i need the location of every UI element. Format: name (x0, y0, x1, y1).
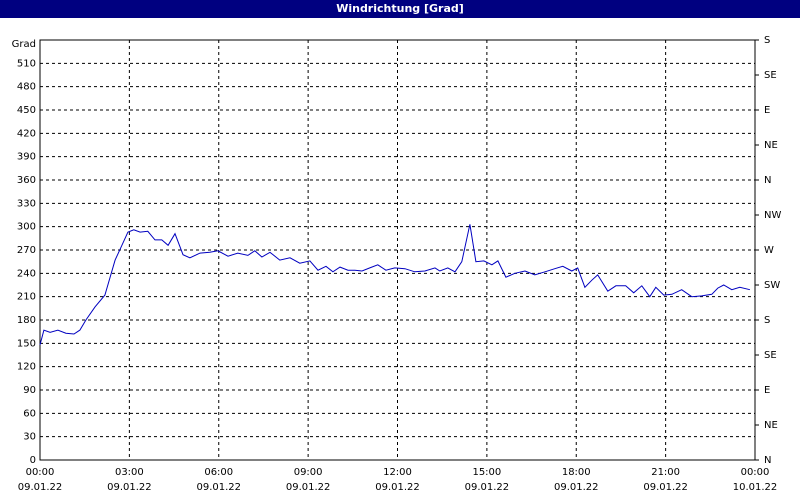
y2-tick-label: S (764, 315, 770, 326)
window-title: Windrichtung [Grad] (0, 0, 800, 18)
data-line (39, 224, 751, 346)
y2-tick-label: E (764, 105, 770, 116)
y-tick-label: 390 (17, 152, 36, 163)
y2-tick-label: N (764, 455, 771, 466)
y2-tick-label: SE (764, 350, 777, 361)
y-axis-label: Grad (12, 39, 36, 50)
y-tick-label: 240 (17, 268, 36, 279)
y-tick-label: 150 (17, 338, 36, 349)
x-tick-label: 15:00 09.01.22 (464, 467, 510, 493)
y2-tick-label: E (764, 385, 770, 396)
x-tick-label: 03:00 09.01.22 (107, 467, 152, 493)
y2-tick-label: NE (764, 140, 778, 151)
x-tick-label: 00:00 09.01.22 (17, 467, 63, 493)
y-tick-label: 120 (17, 362, 36, 373)
y-tick-label: 180 (17, 315, 36, 326)
y-tick-label: 210 (17, 292, 36, 303)
x-tick-label: 21:00 09.01.22 (643, 467, 688, 493)
y-tick-label: 300 (17, 222, 36, 233)
x-tick-label: 09:00 09.01.22 (285, 467, 331, 493)
x-tick-label: 00:00 10.01.22 (732, 467, 778, 493)
y2-tick-label: SE (764, 70, 777, 81)
y-tick-label: 510 (17, 58, 36, 69)
y-tick-label: 420 (17, 128, 36, 139)
y-tick-label: 480 (17, 82, 36, 93)
y-tick-label: 360 (17, 175, 36, 186)
x-tick-label: 06:00 09.01.22 (196, 467, 242, 493)
y2-tick-label: N (764, 175, 771, 186)
x-tick-label: 12:00 09.01.22 (375, 467, 420, 493)
y-tick-label: 30 (23, 432, 36, 443)
x-tick-label: 18:00 09.01.22 (553, 467, 599, 493)
y2-tick-label: S (764, 35, 770, 46)
y2-tick-label: NE (764, 420, 778, 431)
y-tick-label: 270 (17, 245, 36, 256)
y-tick-label: 330 (17, 198, 36, 209)
y2-tick-label: SW (764, 280, 780, 291)
y-tick-label: 450 (17, 105, 36, 116)
y-tick-label: 90 (23, 385, 36, 396)
y-tick-label: 60 (23, 408, 36, 419)
y-tick-label: 0 (30, 455, 36, 466)
y2-tick-label: NW (764, 210, 781, 221)
y2-tick-label: W (764, 245, 774, 256)
